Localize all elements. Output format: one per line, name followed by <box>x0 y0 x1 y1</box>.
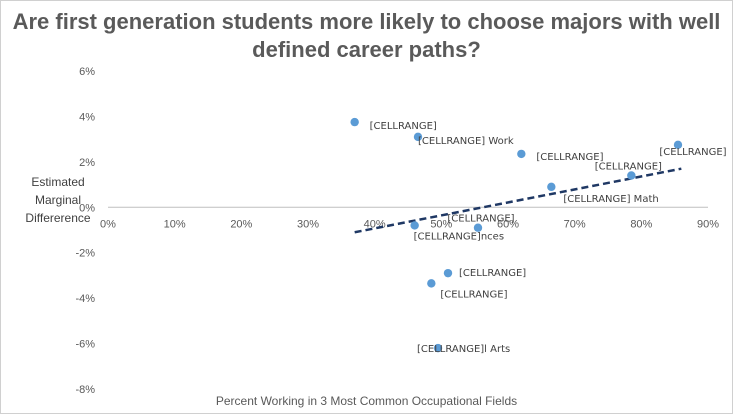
y-axis-title-line: Marginal <box>34 193 82 207</box>
chart-title: Are first generation students more likel… <box>12 9 721 62</box>
data-label: [CELLRANGE] <box>659 147 726 158</box>
data-label: [CELLRANGE]nces <box>414 231 504 242</box>
data-label: [CELLRANGE] <box>595 161 662 172</box>
data-point <box>350 117 359 127</box>
x-axis-title: Percent Working in 3 Most Common Occupat… <box>215 394 518 408</box>
data-point <box>473 223 483 232</box>
data-label: [CELLRANGE] Work <box>418 136 514 147</box>
y-tick-label: 0% <box>79 202 95 214</box>
x-tick-label: 30% <box>297 218 319 230</box>
data-label: [CELLRANGE]l Arts <box>417 344 510 355</box>
x-tick-label: 80% <box>630 218 652 230</box>
data-point <box>673 140 683 150</box>
data-label: [CELLRANGE] <box>447 214 514 225</box>
data-point <box>443 268 453 278</box>
x-tick-label: 10% <box>164 218 186 230</box>
y-tick-label: 4% <box>79 111 95 123</box>
data-point <box>627 171 636 180</box>
data-point <box>547 182 556 192</box>
y-axis-title: Estimated Marginal Differerence <box>8 173 108 227</box>
data-point <box>433 343 443 353</box>
x-tick-label: 60% <box>497 218 519 230</box>
x-tick-label: 0% <box>100 218 116 230</box>
y-tick-label: 6% <box>79 66 95 78</box>
data-point <box>410 221 419 230</box>
y-tick-label: -4% <box>75 293 95 305</box>
data-label: [CELLRANGE] <box>370 121 437 132</box>
data-label: [CELLRANGE] <box>536 152 603 163</box>
x-tick-label: 20% <box>230 218 252 230</box>
x-tick-label: 50% <box>430 218 452 230</box>
y-tick-label: 2% <box>79 157 95 169</box>
y-tick-label: -2% <box>75 248 95 260</box>
linear-trendline <box>354 167 682 234</box>
data-label: [CELLRANGE] Math <box>563 194 658 205</box>
y-axis-title-line: Differerence <box>25 211 91 225</box>
data-label: [CELLRANGE] <box>459 268 526 279</box>
data-point <box>413 132 423 142</box>
y-tick-label: -8% <box>75 384 95 396</box>
x-tick-label: 70% <box>564 218 586 230</box>
y-tick-label: -6% <box>75 339 95 351</box>
data-point <box>427 279 436 288</box>
data-label: [CELLRANGE] <box>440 289 507 300</box>
y-axis-title-line: Estimated <box>31 175 85 189</box>
x-tick-label: 40% <box>364 218 386 230</box>
data-point <box>517 149 526 159</box>
x-tick-label: 90% <box>697 218 719 230</box>
